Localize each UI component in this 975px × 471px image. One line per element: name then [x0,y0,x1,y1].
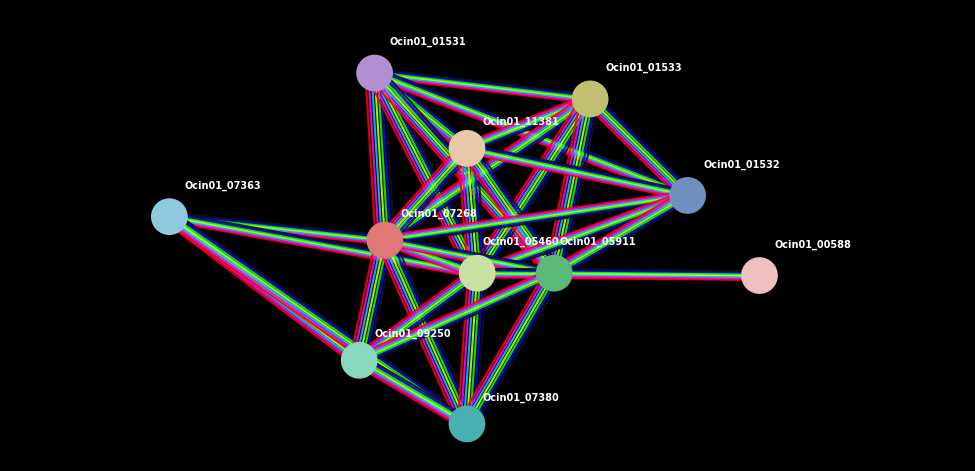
Text: Ocin01_07268: Ocin01_07268 [401,209,477,219]
Point [377,236,393,244]
Text: Ocin01_09250: Ocin01_09250 [374,329,451,339]
Text: Ocin01_11381: Ocin01_11381 [483,117,559,127]
Text: Ocin01_07363: Ocin01_07363 [184,180,261,191]
Text: Ocin01_05460: Ocin01_05460 [483,237,559,247]
Text: Ocin01_07380: Ocin01_07380 [483,392,559,403]
Point [459,145,475,152]
Text: Ocin01_01531: Ocin01_01531 [390,37,467,47]
Point [582,95,598,103]
Text: Ocin01_01532: Ocin01_01532 [703,159,780,170]
Point [459,420,475,428]
Point [469,269,485,277]
Point [546,269,562,277]
Text: Ocin01_01533: Ocin01_01533 [605,63,682,73]
Text: Ocin01_00588: Ocin01_00588 [775,239,852,250]
Point [367,69,382,77]
Point [351,357,367,364]
Point [162,213,177,220]
Point [752,272,767,279]
Text: Ocin01_05911: Ocin01_05911 [560,237,636,247]
Point [680,192,695,199]
